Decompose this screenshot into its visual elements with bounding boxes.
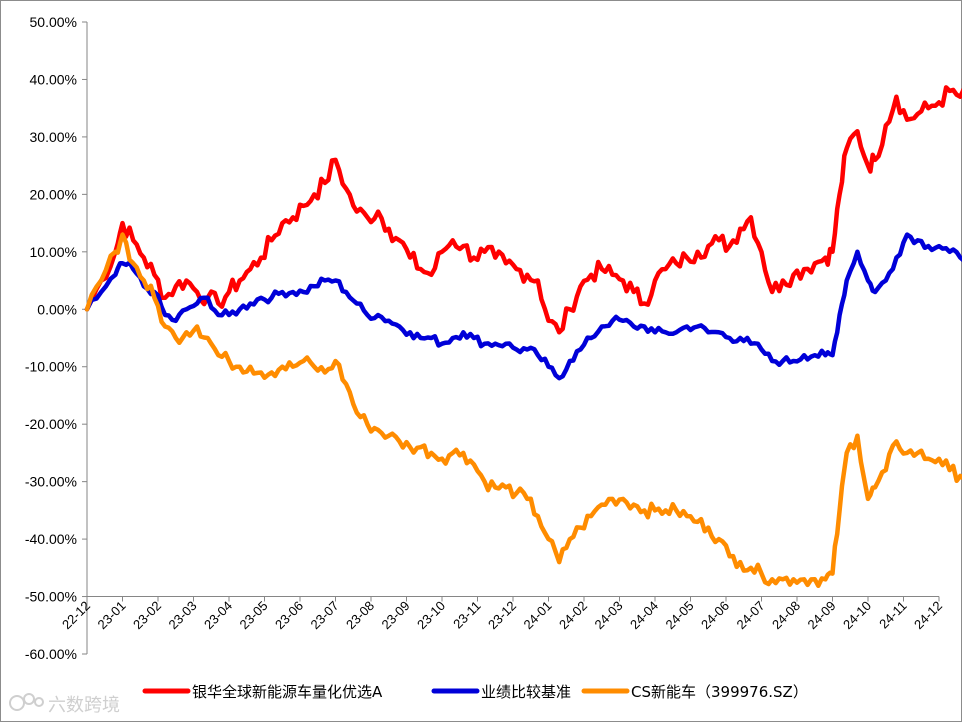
- y-tick-label: 10.00%: [30, 244, 77, 260]
- legend-label-2: CS新能车（399976.SZ）: [631, 683, 808, 701]
- series-line-0: [84, 85, 962, 335]
- series-lines: [84, 85, 962, 589]
- y-tick-label: 20.00%: [30, 186, 77, 202]
- series-line-1: [84, 232, 962, 381]
- y-tick-label: -50.00%: [25, 589, 77, 605]
- y-tick-label: -10.00%: [25, 359, 77, 375]
- y-tick-label: 40.00%: [30, 71, 77, 87]
- series-line-2: [84, 232, 962, 589]
- y-tick-label: -60.00%: [25, 646, 77, 662]
- y-tick-label: -20.00%: [25, 416, 77, 432]
- y-tick-label: -40.00%: [25, 531, 77, 547]
- y-tick-label: 30.00%: [30, 129, 77, 145]
- legend-label-1: 业绩比较基准: [481, 683, 571, 701]
- watermark: 六数跨境: [9, 693, 120, 716]
- legend: 银华全球新能源车量化优选A 业绩比较基准 CS新能车（399976.SZ）: [142, 683, 808, 701]
- watermark-logo-icon: [9, 693, 44, 711]
- watermark-text: 六数跨境: [48, 695, 120, 716]
- y-tick-label: 50.00%: [30, 14, 77, 30]
- y-axis-ticks: 50.00% 40.00% 30.00% 20.00% 10.00% 0.00% -10.0…: [25, 14, 87, 662]
- y-tick-label: -30.00%: [25, 474, 77, 490]
- y-tick-label: 0.00%: [37, 301, 77, 317]
- legend-label-0: 银华全球新能源车量化优选A: [192, 683, 383, 701]
